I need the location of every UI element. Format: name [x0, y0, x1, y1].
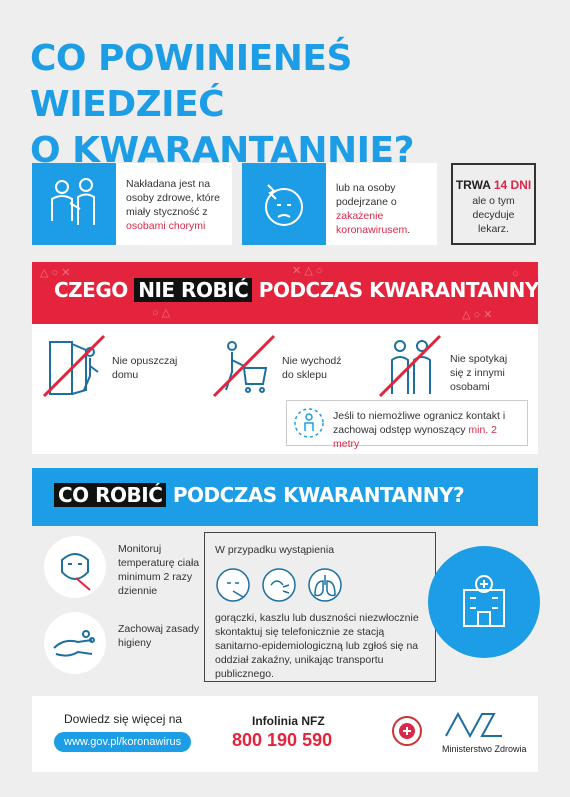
dont-title-pre: CZEGO	[54, 278, 128, 302]
footer: Dowiedz się więcej na www.gov.pl/koronaw…	[32, 696, 538, 772]
do-item-1-label: Monitoruj temperaturę ciała minimum 2 ra…	[118, 543, 200, 597]
dont-item-3-label: Nie spotykaj się z innymi osobami	[450, 353, 508, 393]
thermometer-face-icon	[44, 536, 106, 598]
dont-banner: △ ○ ✕ ○ △ ✕ △ ○ △ ○ ✕ ○ CZEGO NIE ROBIĆ …	[32, 262, 538, 324]
sick-face-icon	[242, 163, 326, 245]
symptoms-box: W przypadku wystąpienia gorączki, kaszlu…	[204, 532, 436, 682]
do-title-post: PODCZAS KWARANTANNY?	[172, 483, 465, 507]
duration-note: ale o tym decyduje lekarz.	[472, 195, 515, 235]
do-title-highlight: CO ROBIĆ	[54, 483, 167, 507]
emblem-icon	[392, 716, 422, 746]
duration-days: 14 DNI	[493, 178, 532, 192]
dont-item-2-label: Nie wychodź do sklepu	[282, 355, 342, 381]
gov-link[interactable]: www.gov.pl/koronawirus	[54, 732, 192, 752]
ministry-logo-icon	[445, 711, 502, 738]
door-exit-icon	[42, 334, 106, 398]
title-line-1: CO POWINIENEŚ WIEDZIEĆ	[30, 38, 352, 125]
hand-washing-icon	[44, 612, 106, 674]
more-info-label: Dowiedz się więcej na	[64, 712, 183, 726]
dont-panel: Nie opuszczaj domu Nie wychodź do sklepu…	[32, 324, 538, 454]
distance-note: Jeśli to niemożliwe ogranicz kontakt i z…	[286, 400, 528, 450]
card2-text: lub na osoby podejrzane o	[336, 182, 397, 208]
dont-item-shop: Nie wychodź do sklepu	[212, 334, 372, 404]
people-meeting-icon	[378, 334, 442, 398]
info-card-contacts: Nakładana jest na osoby zdrowe, które mi…	[32, 163, 232, 245]
fever-icon	[216, 568, 250, 602]
distance-note-highlight: min. 2 metry	[333, 424, 497, 450]
cough-icon	[262, 568, 296, 602]
hospital-icon	[428, 546, 540, 658]
ministry-name: Ministerstwo Zdrowia	[442, 744, 527, 754]
do-panel: Monitoruj temperaturę ciała minimum 2 ra…	[32, 526, 540, 692]
infolinia-label: Infolinia NFZ	[252, 714, 325, 728]
dont-title: CZEGO NIE ROBIĆ PODCZAS KWARANTANNY?	[54, 278, 538, 302]
lungs-icon	[308, 568, 342, 602]
distance-person-icon	[294, 408, 324, 438]
duration-label: TRWA	[455, 178, 491, 192]
info-card-suspected: lub na osoby podejrzane o zakażenie koro…	[242, 163, 437, 245]
dont-title-highlight: NIE ROBIĆ	[134, 278, 253, 302]
do-item-hygiene: Zachowaj zasady higieny	[42, 610, 217, 682]
distance-note-text: Jeśli to niemożliwe ogranicz kontakt i z…	[333, 410, 506, 436]
dont-item-leave-home: Nie opuszczaj domu	[42, 334, 202, 404]
dont-title-post: PODCZAS KWARANTANNY?	[258, 278, 538, 302]
do-banner: CO ROBIĆ PODCZAS KWARANTANNY?	[32, 468, 538, 526]
card2-highlight: zakażenie koronawirusem	[336, 210, 408, 236]
dont-item-1-label: Nie opuszczaj domu	[112, 355, 178, 381]
do-item-temperature: Monitoruj temperaturę ciała minimum 2 ra…	[42, 534, 217, 606]
do-item-2-label: Zachowaj zasady higieny	[118, 623, 200, 649]
symptoms-text: gorączki, kaszlu lub duszności niezwłocz…	[215, 612, 419, 680]
card1-text: Nakładana jest na osoby zdrowe, które mi…	[126, 178, 220, 218]
symptoms-intro: W przypadku wystąpienia	[215, 544, 335, 556]
shopping-cart-icon	[212, 334, 276, 398]
page-title: CO POWINIENEŚ WIEDZIEĆ O KWARANTANNIE?	[30, 36, 550, 174]
info-card-duration: TRWA 14 DNI ale o tym decyduje lekarz.	[451, 163, 536, 245]
infolinia-phone[interactable]: 800 190 590	[232, 730, 333, 750]
card2-suffix: .	[407, 224, 411, 236]
dont-item-meet: Nie spotykaj się z innymi osobami	[378, 334, 538, 404]
card1-highlight: osobami chorymi	[126, 220, 206, 232]
do-title: CO ROBIĆ PODCZAS KWARANTANNY?	[54, 483, 465, 507]
people-icon	[32, 163, 116, 245]
